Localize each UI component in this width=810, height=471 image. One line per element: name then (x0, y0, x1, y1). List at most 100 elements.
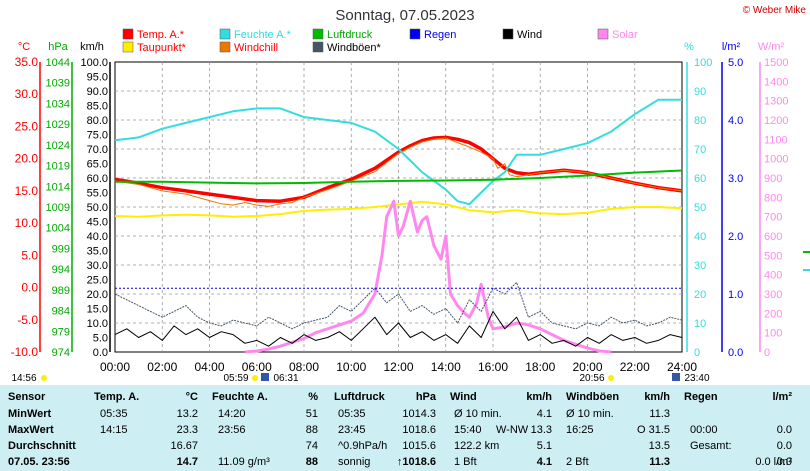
y-tick-speed: 25.0 (87, 275, 108, 287)
stats-cell: 5.1 (536, 440, 552, 452)
y-tick-solar: 1200 (764, 115, 788, 127)
x-tick-label: 12:00 (383, 360, 413, 374)
legend-swatch (219, 28, 231, 40)
y-tick-temp: 30.0 (15, 87, 39, 101)
legend-swatch (409, 28, 421, 40)
stats-cell: 1018.6 (402, 424, 436, 436)
stats-cell: 1 Bft (454, 456, 477, 468)
stats-cell: 05:35 (100, 408, 128, 420)
chart-series (114, 98, 683, 354)
legend-swatch (312, 41, 324, 53)
unit-press: hPa (48, 41, 68, 53)
legend-swatch (219, 41, 231, 53)
y-tick-temp: 20.0 (15, 152, 39, 166)
y-tick-press: 1024 (46, 140, 70, 152)
stats-cell: 16:25 (566, 424, 594, 436)
y-tick-rain: 1.0 (728, 289, 743, 301)
y-tick-hum: 10 (694, 318, 706, 330)
y-tick-rain: 5.0 (728, 57, 743, 69)
y-tick-speed: 80.0 (87, 115, 108, 127)
y-tick-solar: 1300 (764, 96, 788, 108)
x-tick-label: 18:00 (525, 360, 555, 374)
y-tick-speed: 75.0 (87, 130, 108, 142)
y-tick-press: 1039 (46, 78, 70, 90)
stats-header: km/h (526, 391, 552, 403)
y-tick-speed: 65.0 (87, 159, 108, 171)
stats-cell: 0.0 (776, 424, 792, 436)
stats-cell: 4.1 (536, 408, 552, 420)
stats-cell: 1014.3 (402, 408, 436, 420)
marker-sunrise2: 06:31 (273, 373, 298, 384)
y-tick-solar: 400 (764, 270, 782, 282)
marker-first-time: 14:56 (11, 373, 36, 384)
chart-axes: 00:00 02:00 04:00 06:00 08:00 10:00 12:00 14:00… (11, 55, 810, 374)
y-tick-press: 994 (52, 264, 70, 276)
stats-cell: 16.67 (170, 440, 198, 452)
y-tick-speed: 85.0 (87, 101, 108, 113)
credit-label: © Weber Mike (743, 5, 807, 16)
stats-cell: 14.7 (176, 456, 198, 468)
stats-cell: 88 (305, 424, 318, 436)
stats-cell: 74 (305, 440, 318, 452)
stats-cell: sonnig (338, 456, 371, 468)
y-tick-speed: 30.0 (87, 260, 108, 272)
y-tick-speed: 15.0 (87, 304, 108, 316)
stats-header: km/h (644, 391, 670, 403)
stats-cell: 15:40 (454, 424, 482, 436)
legend-swatch (502, 28, 514, 40)
stats-header: Temp. A. (94, 391, 140, 403)
y-tick-press: 1044 (46, 57, 70, 69)
stats-cell: 14:15 (100, 424, 128, 436)
marker-sunset: 20:56 (579, 373, 604, 384)
x-tick-label: 20:00 (572, 360, 602, 374)
stats-cell: 23:45 (338, 424, 366, 436)
sunrise-icon (261, 373, 269, 381)
stats-table: Sensor Temp. A. °C Feuchte A.% Luftdruck hPa W… (0, 385, 810, 471)
y-tick-solar: 0 (764, 347, 770, 359)
y-tick-rain: 0.0 (728, 347, 743, 359)
x-tick-label: 16:00 (478, 360, 508, 374)
legend-swatch (312, 28, 324, 40)
stats-header: Feuchte A. (212, 391, 268, 403)
y-tick-press: 1004 (46, 223, 70, 235)
stats-row-label: MinWert (8, 408, 52, 420)
y-tick-speed: 90.0 (87, 86, 108, 98)
stats-header: Windböen (566, 391, 620, 403)
y-tick-press: 989 (52, 285, 70, 297)
y-tick-speed: 0.0 (93, 347, 108, 359)
y-tick-speed: 40.0 (87, 231, 108, 243)
stats-cell: ↑1018.6 (396, 456, 436, 468)
stats-cell: 122.2 km (454, 440, 500, 452)
stats-header: Regen (684, 391, 718, 403)
legend-label: Solar (612, 29, 638, 41)
y-tick-hum: 20 (694, 289, 706, 301)
y-tick-solar: 900 (764, 173, 782, 185)
y-tick-solar: 100 (764, 328, 782, 340)
stats-cell: 13.5 (648, 440, 670, 452)
stats-cell: 0.0 (776, 440, 792, 452)
marker-dot-sunset (608, 375, 614, 381)
y-tick-solar: 1100 (764, 134, 788, 146)
y-tick-hum: 90 (694, 86, 706, 98)
legend-label: Luftdruck (327, 29, 373, 41)
marker-last-time: 23:40 (684, 373, 709, 384)
y-tick-speed: 10.0 (87, 318, 108, 330)
stats-header: % (308, 391, 318, 403)
stats-cell: 51 (305, 408, 318, 420)
stats-cell: 11.3 (649, 456, 670, 468)
y-tick-speed: 20.0 (87, 289, 108, 301)
y-tick-press: 979 (52, 326, 70, 338)
legend-label: Feuchte A.* (234, 29, 292, 41)
stats-cell: 14:20 (218, 408, 246, 420)
y-tick-speed: 60.0 (87, 173, 108, 185)
y-tick-hum: 100 (694, 57, 712, 69)
y-tick-temp: -5.0 (17, 313, 38, 327)
legend-swatch (122, 41, 134, 53)
y-tick-speed: 95.0 (87, 72, 108, 84)
x-tick-label: 22:00 (620, 360, 650, 374)
unit-rain: l/m² (722, 41, 741, 53)
y-tick-hum: 50 (694, 202, 706, 214)
stats-cell: W-NW (496, 424, 529, 436)
marker-dot-sunrise (252, 375, 258, 381)
x-tick-label: 24:00 (667, 360, 697, 374)
